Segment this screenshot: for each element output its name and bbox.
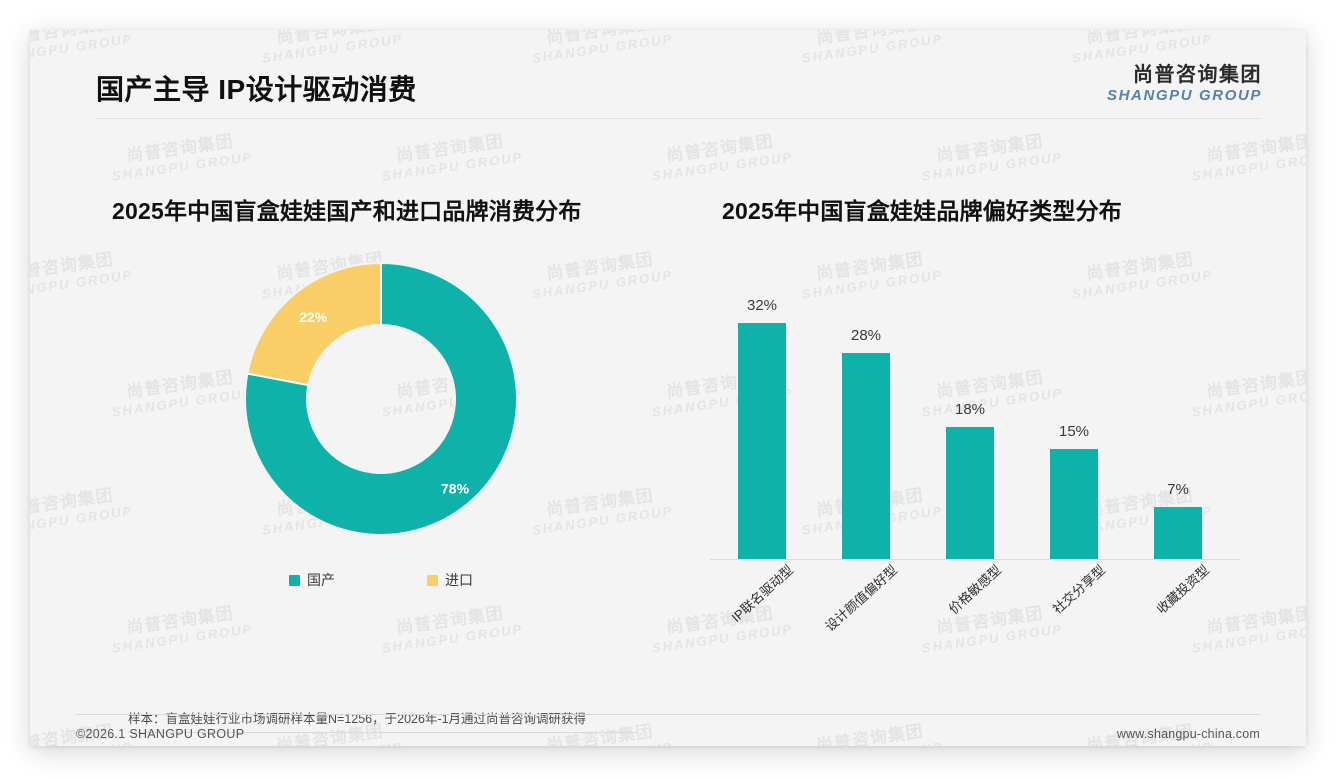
header-divider (96, 118, 1262, 119)
legend-item[interactable]: 进口 (427, 570, 473, 590)
slide-footer: ©2026.1 SHANGPU GROUP www.shangpu-china.… (30, 714, 1306, 746)
footer-website[interactable]: www.shangpu-china.com (1116, 727, 1260, 741)
legend-swatch-icon (427, 574, 438, 586)
bar-value-label: 32% (746, 297, 778, 315)
bar-column[interactable]: 28% (842, 327, 890, 559)
legend-swatch-icon (289, 574, 300, 586)
sample-footnote: 样本：盲盒娃娃行业市场调研样本量N=1256，于2026年-1月通过尚普咨询调研… (128, 712, 587, 726)
bar-column[interactable]: 18% (946, 400, 994, 559)
donut-chart-title: 2025年中国盲盒娃娃国产和进口品牌消费分布 (112, 198, 582, 224)
donut-slice-label: 78% (441, 481, 470, 497)
donut-slices (244, 261, 518, 536)
company-logo: 尚普咨询集团 SHANGPU GROUP (1107, 64, 1262, 105)
bar-chart-baseline (710, 559, 1240, 560)
legend-label: 进口 (445, 572, 473, 588)
donut-chart: 78% 22% (242, 260, 520, 538)
footer-copyright: ©2026.1 SHANGPU GROUP (76, 727, 245, 741)
bar-chart-plot: 32% 28% 18% 15% 7% IP联名驱动型 设计颜值偏好型 价格敏感型 社交分享型收… (710, 250, 1240, 634)
bar-category-label: 社交分享型 (1049, 562, 1109, 617)
bar-column[interactable]: 15% (1050, 423, 1098, 559)
bar-category-label: 设计颜值偏好型 (822, 562, 901, 635)
logo-english-text: SHANGPU GROUP (1107, 87, 1262, 104)
footer-divider (76, 714, 1260, 715)
donut-chart-panel: 2025年中国盲盒娃娃国产和进口品牌消费分布 78% 22% 国产 进口 (60, 130, 680, 690)
bar-column[interactable]: 7% (1154, 481, 1202, 559)
bar-rect[interactable] (842, 352, 890, 559)
bar-category-label: IP联名驱动型 (728, 562, 797, 626)
bar-value-label: 7% (1167, 481, 1189, 499)
bar-value-label: 28% (850, 326, 882, 344)
legend-item[interactable]: 国产 (289, 570, 335, 590)
bar-column[interactable]: 32% (738, 297, 786, 559)
bar-rect[interactable] (738, 323, 786, 559)
donut-slice-label: 22% (299, 309, 328, 325)
page-title: 国产主导 IP设计驱动消费 (96, 74, 417, 105)
logo-chinese-text: 尚普咨询集团 (1133, 64, 1262, 86)
bar-chart-title: 2025年中国盲盒娃娃品牌偏好类型分布 (722, 198, 1122, 224)
bar-chart-panel: 2025年中国盲盒娃娃品牌偏好类型分布 32% 28% 18% 15% 7% IP联名驱… (680, 130, 1280, 690)
bar-value-label: 18% (954, 400, 986, 418)
slide-header: 国产主导 IP设计驱动消费 尚普咨询集团 SHANGPU GROUP (30, 30, 1306, 119)
bar-rect[interactable] (1050, 448, 1098, 559)
bar-category-label: 收藏投资型 (1153, 562, 1213, 617)
donut-slice[interactable] (246, 261, 382, 387)
bar-value-label: 15% (1058, 422, 1090, 440)
donut-slice[interactable] (244, 261, 518, 536)
slide-card: 尚普咨询集团 SHANGPU GROUP 尚普咨询集团 SHANGPU GROUP 尚普… (30, 30, 1306, 746)
bar-category-label: 价格敏感型 (945, 562, 1005, 617)
footnote-divider (128, 732, 638, 733)
legend-label: 国产 (307, 572, 335, 588)
bar-rect[interactable] (1154, 507, 1202, 559)
donut-chart-svg: 78% 22% (244, 261, 518, 536)
slide-content: 2025年中国盲盒娃娃国产和进口品牌消费分布 78% 22% 国产 进口 2025年… (30, 130, 1306, 690)
donut-legend: 国产 进口 (242, 570, 520, 590)
donut-slice-labels: 78% 22% (299, 309, 469, 496)
bar-rect[interactable] (946, 426, 994, 559)
